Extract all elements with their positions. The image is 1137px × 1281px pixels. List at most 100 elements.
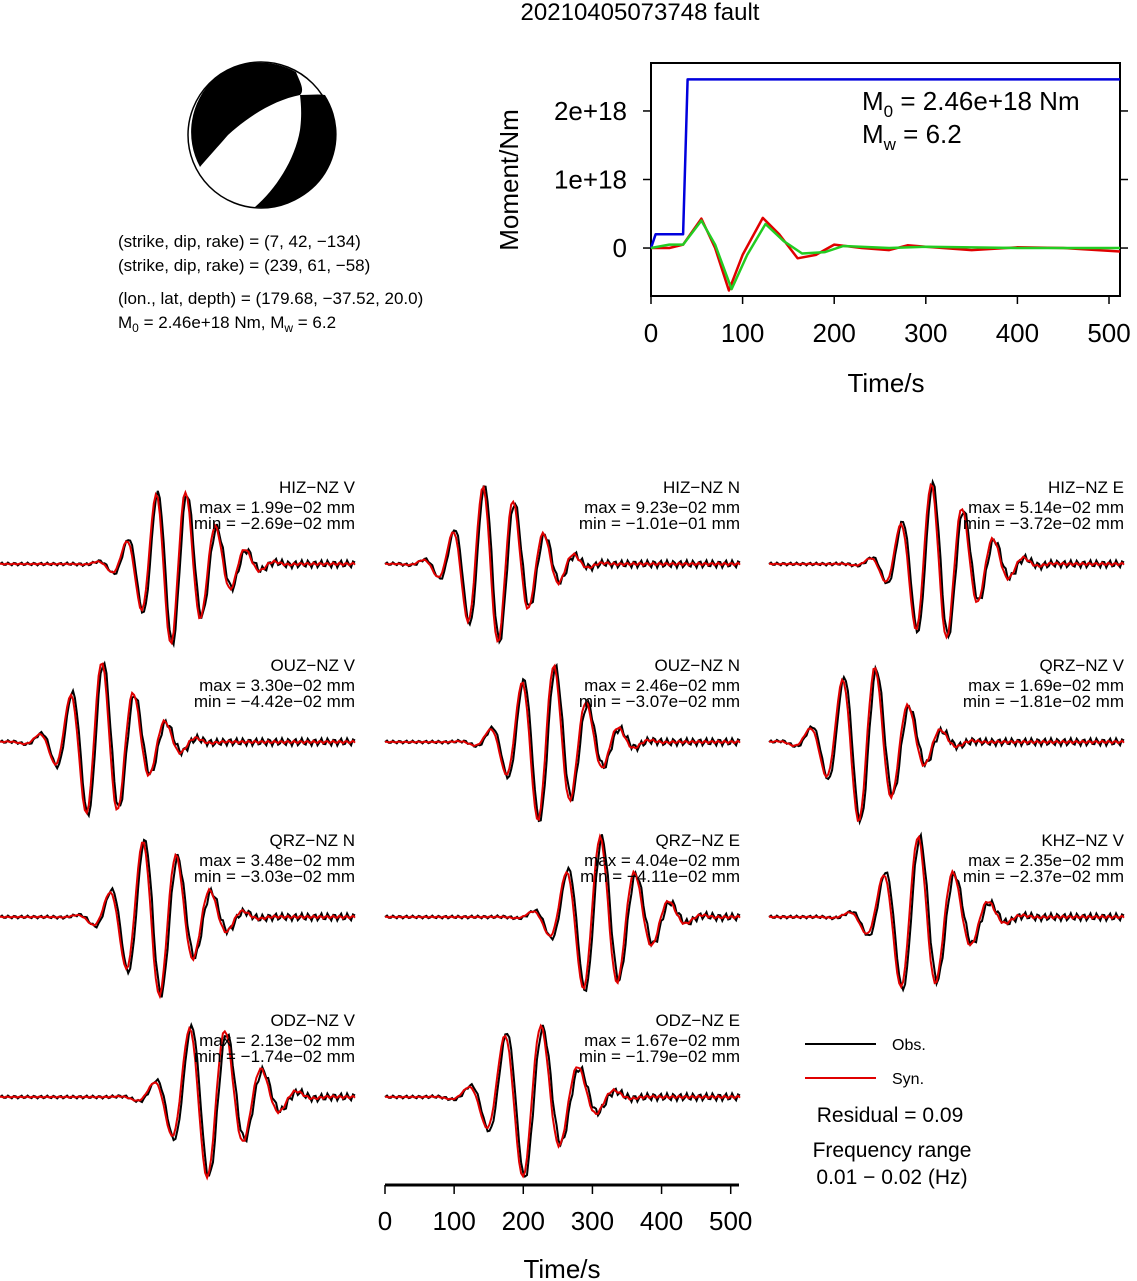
frequency-range-label: Frequency range: [813, 1139, 972, 1162]
moment-y-tick-label: 1e+18: [554, 165, 627, 195]
min-label: min = −2.37e−02 mm: [963, 867, 1124, 886]
moment-x-ticks: 0 100 200 300 400 500: [644, 296, 1131, 348]
waveform-x-label: Time/s: [523, 1254, 600, 1281]
figure-title: 20210405073748 fault: [521, 0, 760, 26]
beachball-icon: [187, 61, 337, 209]
moment-y-tick-label: 0: [613, 233, 627, 263]
min-label: min = −4.42e−02 mm: [194, 692, 355, 711]
station-label: KHZ−NZ V: [1041, 831, 1124, 850]
observed-trace: [768, 664, 1125, 826]
min-label: min = −1.81e−02 mm: [963, 692, 1124, 711]
legend-obs-label: Obs.: [892, 1037, 926, 1054]
waveform-x-tick-label: 200: [502, 1206, 545, 1236]
max-label: max = 1.99e−02 mm: [199, 498, 355, 517]
synthetic-trace: [384, 484, 741, 644]
moment-x-tick-label: 200: [813, 318, 856, 348]
station-label: HIZ−NZ V: [279, 478, 356, 497]
station-label: OUZ−NZ V: [270, 656, 355, 675]
waveform-x-tick-label: 400: [640, 1206, 683, 1236]
moment-series-line-2: [650, 219, 1120, 291]
moment-y-tick-label: 2e+18: [554, 96, 627, 126]
moment-mw-label: Mw = 6.2: [862, 119, 962, 154]
min-label: min = −1.01e−01 mm: [579, 514, 740, 533]
synthetic-trace: [0, 489, 356, 646]
moment-x-label: Time/s: [847, 368, 924, 398]
residual-label: Residual = 0.09: [817, 1104, 964, 1127]
synthetic-trace: [768, 482, 1125, 640]
focal-line-2: (strike, dip, rake) = (239, 61, −58): [118, 256, 370, 275]
waveform-x-tick-label: 500: [709, 1206, 752, 1236]
focal-parameters: (strike, dip, rake) = (7, 42, −134) (str…: [118, 232, 423, 335]
moment-x-tick-label: 100: [721, 318, 764, 348]
station-label: QRZ−NZ V: [1039, 656, 1124, 675]
station-label: OUZ−NZ N: [655, 656, 740, 675]
station-label: HIZ−NZ E: [1048, 478, 1124, 497]
max-label: max = 2.35e−02 mm: [968, 851, 1124, 870]
synthetic-trace: [768, 834, 1125, 990]
station-label: ODZ−NZ V: [270, 1011, 355, 1030]
moment-series-line-1: [651, 216, 1121, 292]
waveform-time-axis: 0 100 200 300 400 500 Time/s: [378, 1183, 752, 1281]
synthetic-trace: [768, 666, 1125, 823]
waveform-x-tick-label: 100: [432, 1206, 475, 1236]
min-label: min = −2.69e−02 mm: [194, 514, 355, 533]
max-label: max = 4.04e−02 mm: [584, 851, 740, 870]
waveform-x-tick-label: 0: [378, 1206, 392, 1236]
max-label: max = 3.30e−02 mm: [199, 676, 355, 695]
max-label: max = 2.46e−02 mm: [584, 676, 740, 695]
legend: Obs. Syn. Residual = 0.09 Frequency rang…: [805, 1037, 971, 1189]
moment-x-tick-label: 400: [996, 318, 1039, 348]
min-label: min = −1.74e−02 mm: [194, 1047, 355, 1066]
max-label: max = 5.14e−02 mm: [968, 498, 1124, 517]
focal-line-4: M0 = 2.46e+18 Nm, Mw = 6.2: [118, 313, 336, 335]
observed-trace: [0, 660, 356, 819]
moment-x-tick-label: 0: [644, 318, 658, 348]
station-label: HIZ−NZ N: [663, 478, 740, 497]
min-label: min = −3.72e−02 mm: [963, 514, 1124, 533]
moment-plot: 0 100 200 300 400 500 0 1e+18 2e+18 Moment/Nm T…: [494, 62, 1131, 398]
frequency-range-value: 0.01 − 0.02 (Hz): [816, 1166, 967, 1189]
synthetic-trace: [384, 833, 741, 990]
station-label: QRZ−NZ N: [270, 831, 355, 850]
min-label: min = −1.79e−02 mm: [579, 1047, 740, 1066]
focal-line-1: (strike, dip, rake) = (7, 42, −134): [118, 232, 361, 251]
moment-series-line-0: [649, 78, 1120, 249]
synthetic-trace: [0, 1025, 356, 1181]
station-label: QRZ−NZ E: [655, 831, 740, 850]
max-label: max = 1.67e−02 mm: [584, 1031, 740, 1050]
moment-m0-label: M0 = 2.46e+18 Nm: [862, 86, 1080, 121]
moment-x-tick-label: 500: [1087, 318, 1130, 348]
synthetic-trace: [384, 1023, 741, 1179]
moment-y-label: Moment/Nm: [494, 109, 524, 251]
synthetic-trace: [0, 841, 356, 1000]
synthetic-trace: [384, 663, 741, 822]
synthetic-trace: [0, 662, 356, 816]
max-label: max = 9.23e−02 mm: [584, 498, 740, 517]
max-label: max = 2.13e−02 mm: [199, 1031, 355, 1050]
min-label: min = −3.07e−02 mm: [579, 692, 740, 711]
moment-series: [649, 78, 1121, 292]
station-label: ODZ−NZ E: [655, 1011, 740, 1030]
moment-x-tick-label: 300: [904, 318, 947, 348]
min-label: min = −3.03e−02 mm: [194, 867, 355, 886]
focal-line-3: (lon., lat, depth) = (179.68, −37.52, 20…: [118, 289, 423, 308]
moment-y-ticks: 0 1e+18 2e+18: [554, 96, 1128, 263]
max-label: max = 1.69e−02 mm: [968, 676, 1124, 695]
max-label: max = 3.48e−02 mm: [199, 851, 355, 870]
waveform-x-tick-label: 300: [571, 1206, 614, 1236]
min-label: min = −4.11e−02 mm: [580, 867, 740, 886]
legend-syn-label: Syn.: [892, 1071, 924, 1088]
